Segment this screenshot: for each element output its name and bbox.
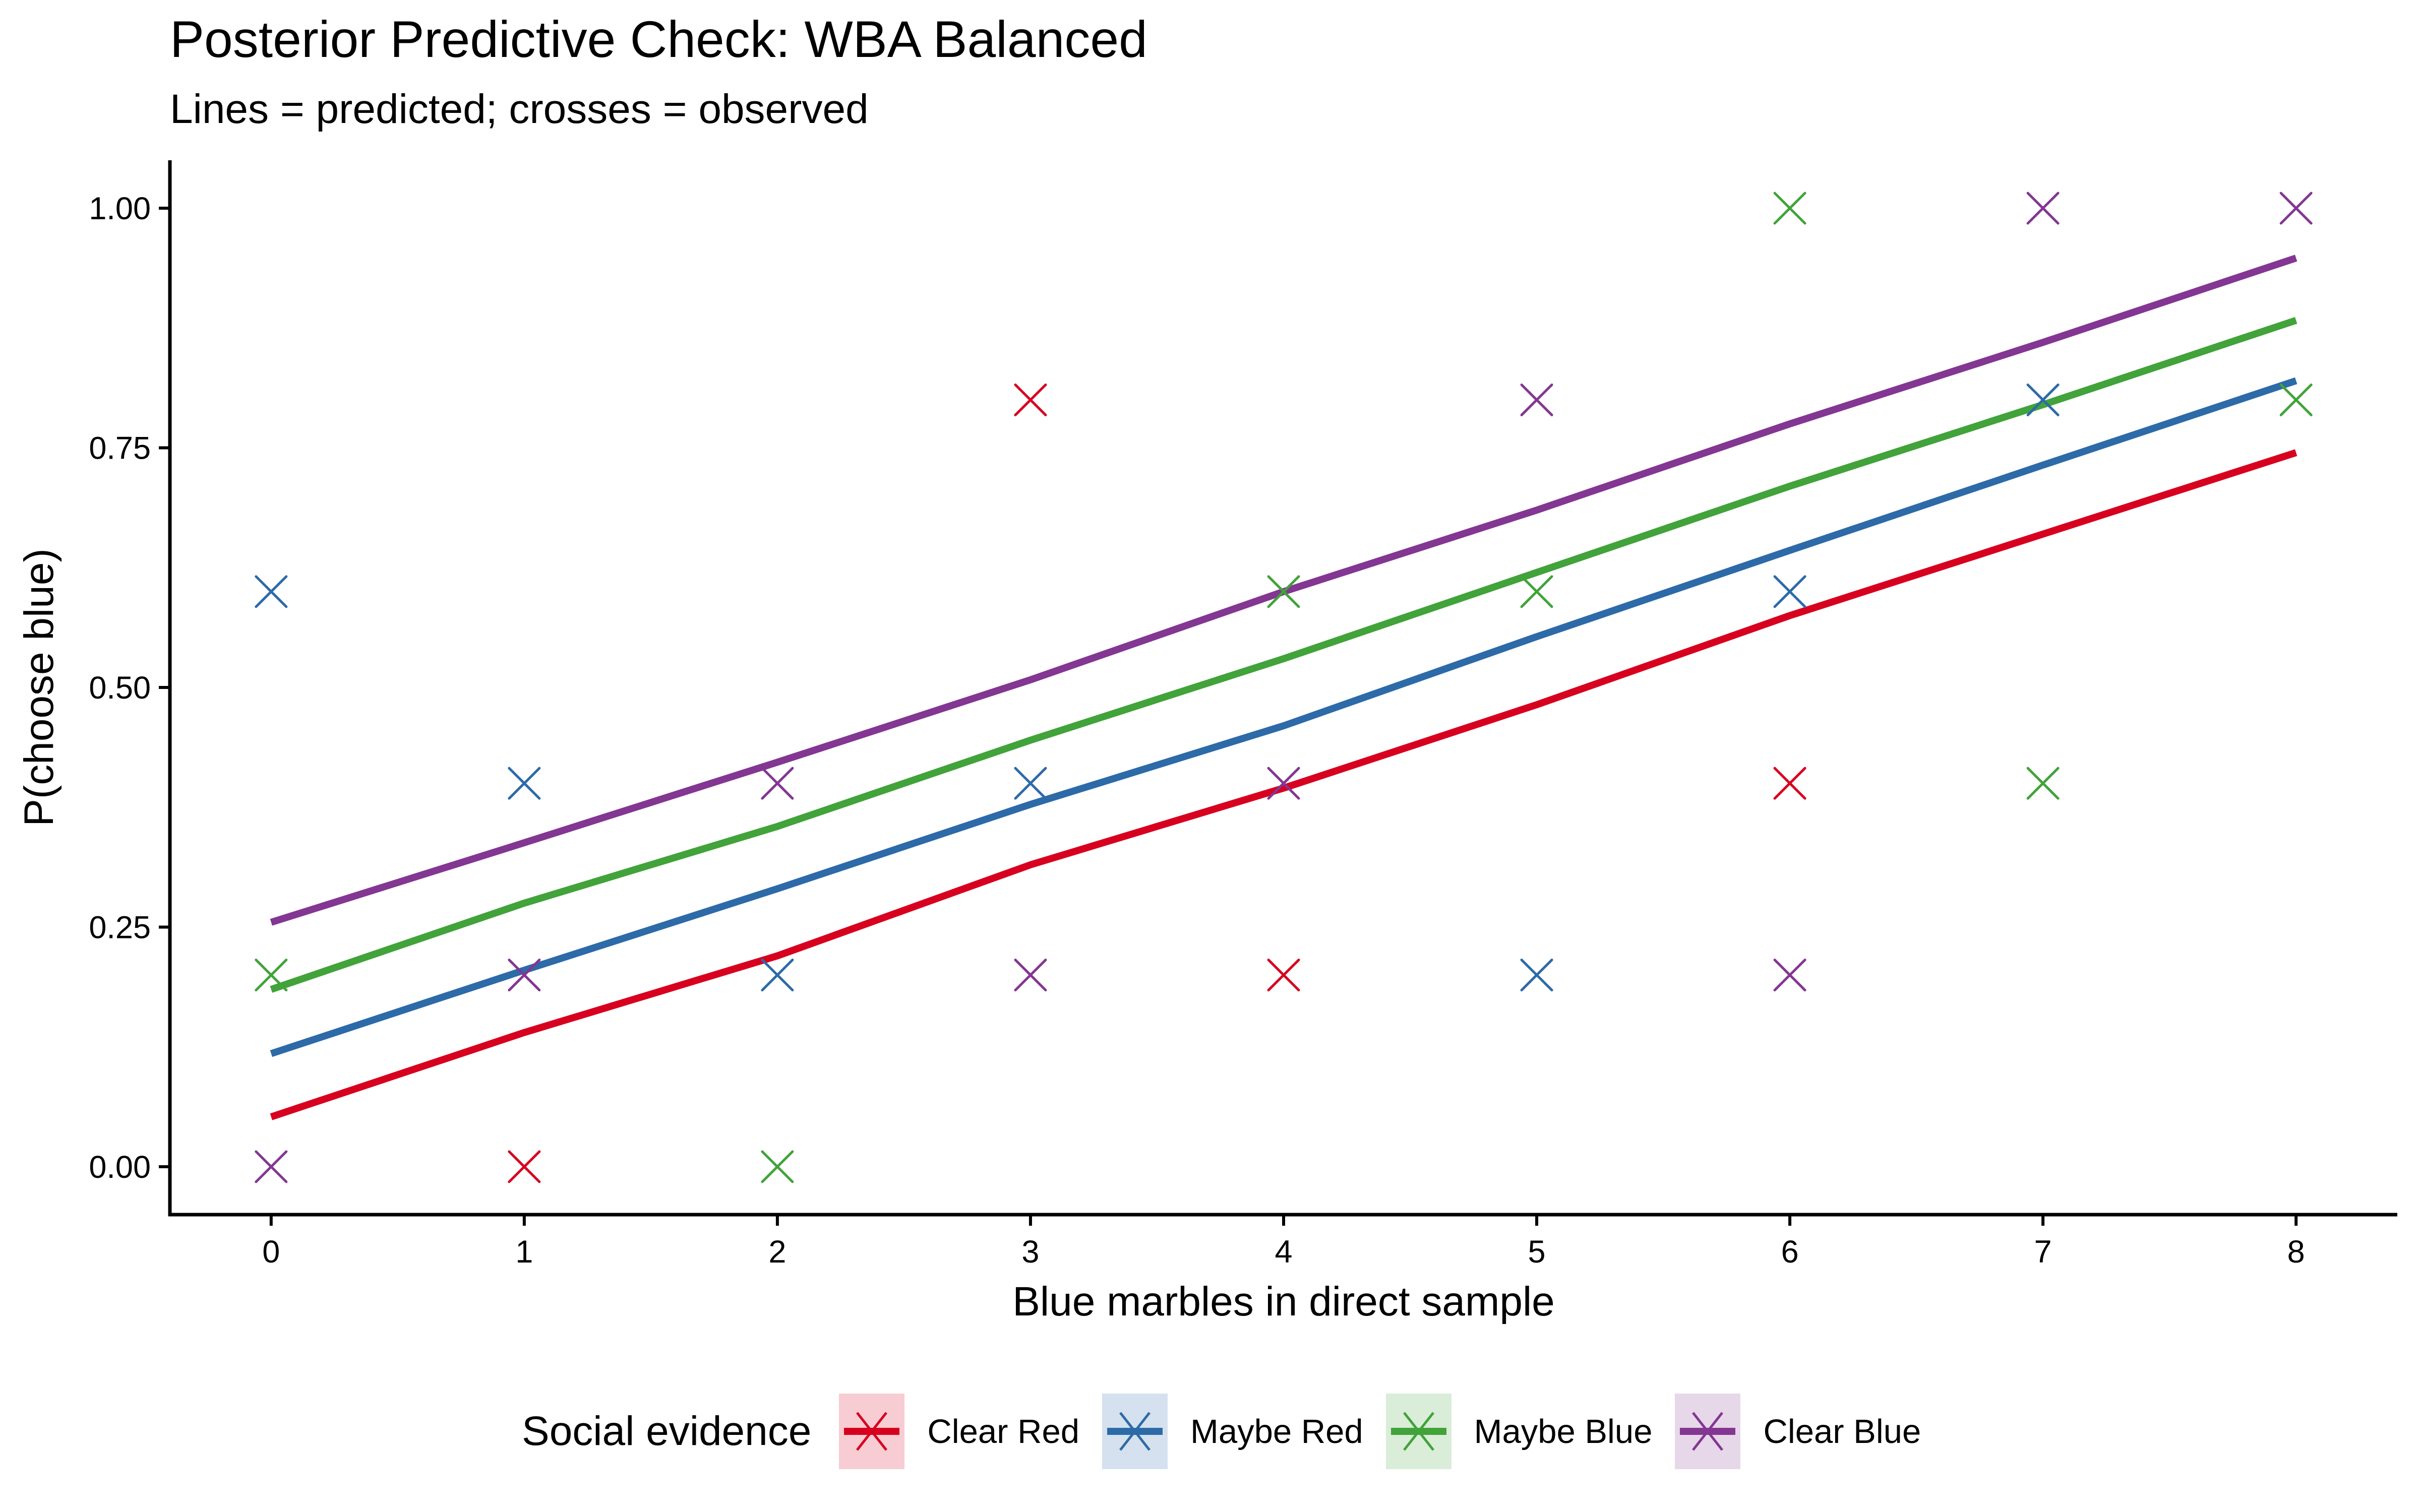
y-tick-label: 0.00 <box>89 1150 151 1185</box>
observed-point-maybe-red <box>1014 767 1047 800</box>
observed-point-clear-blue <box>2026 192 2060 225</box>
observed-point-clear-red <box>1014 383 1047 416</box>
legend-items: Clear Red Maybe Red Maybe Blue Clear Blue <box>839 1394 1944 1469</box>
axes: 0.00 0.25 0.50 0.75 1.00 0 1 2 3 4 5 6 7 8 Blue marb… <box>16 160 2397 1325</box>
x-tick-label: 5 <box>1528 1234 1546 1270</box>
legend-item-clear-blue: Clear Blue <box>1675 1394 1921 1469</box>
legend-label: Maybe Blue <box>1474 1412 1653 1451</box>
y-axis-title: P(choose blue) <box>16 548 62 827</box>
x-tick-label: 2 <box>768 1234 786 1270</box>
legend-item-clear-red: Clear Red <box>839 1394 1079 1469</box>
observed-point-maybe-red <box>508 767 541 800</box>
predicted-line-maybe-blue <box>270 317 2297 993</box>
x-tick-label: 7 <box>2034 1234 2052 1270</box>
observed-point-clear-red <box>1773 767 1806 800</box>
legend-label: Maybe Red <box>1190 1412 1363 1451</box>
observed-point-maybe-blue <box>2279 383 2313 416</box>
legend-key-icon <box>839 1394 905 1469</box>
x-axis-title: Blue marbles in direct sample <box>1012 1279 1555 1325</box>
observed-point-clear-blue <box>1773 959 1806 992</box>
observed-point-clear-blue <box>1520 383 1553 416</box>
y-tick-label: 0.50 <box>89 670 151 706</box>
observed-point-maybe-red <box>1773 575 1806 608</box>
observed-point-maybe-blue <box>1520 575 1553 608</box>
predicted-line-clear-red <box>270 449 2297 1120</box>
predicted-line-maybe-red <box>270 377 2297 1057</box>
y-tick-label: 0.25 <box>89 910 151 945</box>
x-ticks: 0 1 2 3 4 5 6 7 8 <box>262 1215 2305 1270</box>
observed-point-clear-blue <box>1267 767 1300 800</box>
predicted-lines <box>270 255 2297 1120</box>
observed-point-maybe-red <box>1520 959 1553 992</box>
observed-point-maybe-red <box>255 575 288 608</box>
x-tick-label: 3 <box>1021 1234 1039 1270</box>
observed-point-clear-blue <box>2279 192 2313 225</box>
observed-point-maybe-red <box>761 959 794 992</box>
observed-point-maybe-blue <box>1267 575 1300 608</box>
legend: Social evidence Clear Red Maybe Red Maybe … <box>522 1391 1944 1472</box>
observed-point-clear-red <box>508 1150 541 1183</box>
legend-label: Clear Red <box>927 1412 1080 1451</box>
legend-label: Clear Blue <box>1763 1412 1921 1451</box>
legend-key-icon <box>1675 1394 1741 1469</box>
observed-point-maybe-blue <box>255 959 288 992</box>
observed-point-maybe-blue <box>1773 192 1806 225</box>
observed-point-clear-blue <box>255 1150 288 1183</box>
legend-item-maybe-red: Maybe Red <box>1102 1394 1363 1469</box>
y-ticks: 0.00 0.25 0.50 0.75 1.00 <box>89 191 170 1185</box>
legend-item-maybe-blue: Maybe Blue <box>1385 1394 1653 1469</box>
legend-title: Social evidence <box>522 1408 812 1454</box>
legend-key-icon <box>1102 1394 1168 1469</box>
legend-key-icon <box>1385 1394 1451 1469</box>
y-tick-label: 1.00 <box>89 191 151 226</box>
observed-point-clear-red <box>1267 959 1300 992</box>
x-tick-label: 1 <box>515 1234 533 1270</box>
x-tick-label: 8 <box>2287 1234 2305 1270</box>
observed-point-maybe-blue <box>2026 767 2060 800</box>
chart-subtitle: Lines = predicted; crosses = observed <box>170 86 869 132</box>
chart-title: Posterior Predictive Check: WBA Balanced <box>170 11 1147 68</box>
x-tick-label: 6 <box>1781 1234 1799 1270</box>
x-tick-label: 4 <box>1275 1234 1292 1270</box>
x-tick-label: 0 <box>262 1234 280 1270</box>
observed-point-maybe-blue <box>761 1150 794 1183</box>
observed-points <box>255 192 2313 1183</box>
observed-point-clear-blue <box>761 767 794 800</box>
y-tick-label: 0.75 <box>89 431 151 466</box>
observed-point-maybe-red <box>2026 383 2060 416</box>
observed-point-clear-blue <box>1014 959 1047 992</box>
observed-point-clear-blue <box>508 959 541 992</box>
